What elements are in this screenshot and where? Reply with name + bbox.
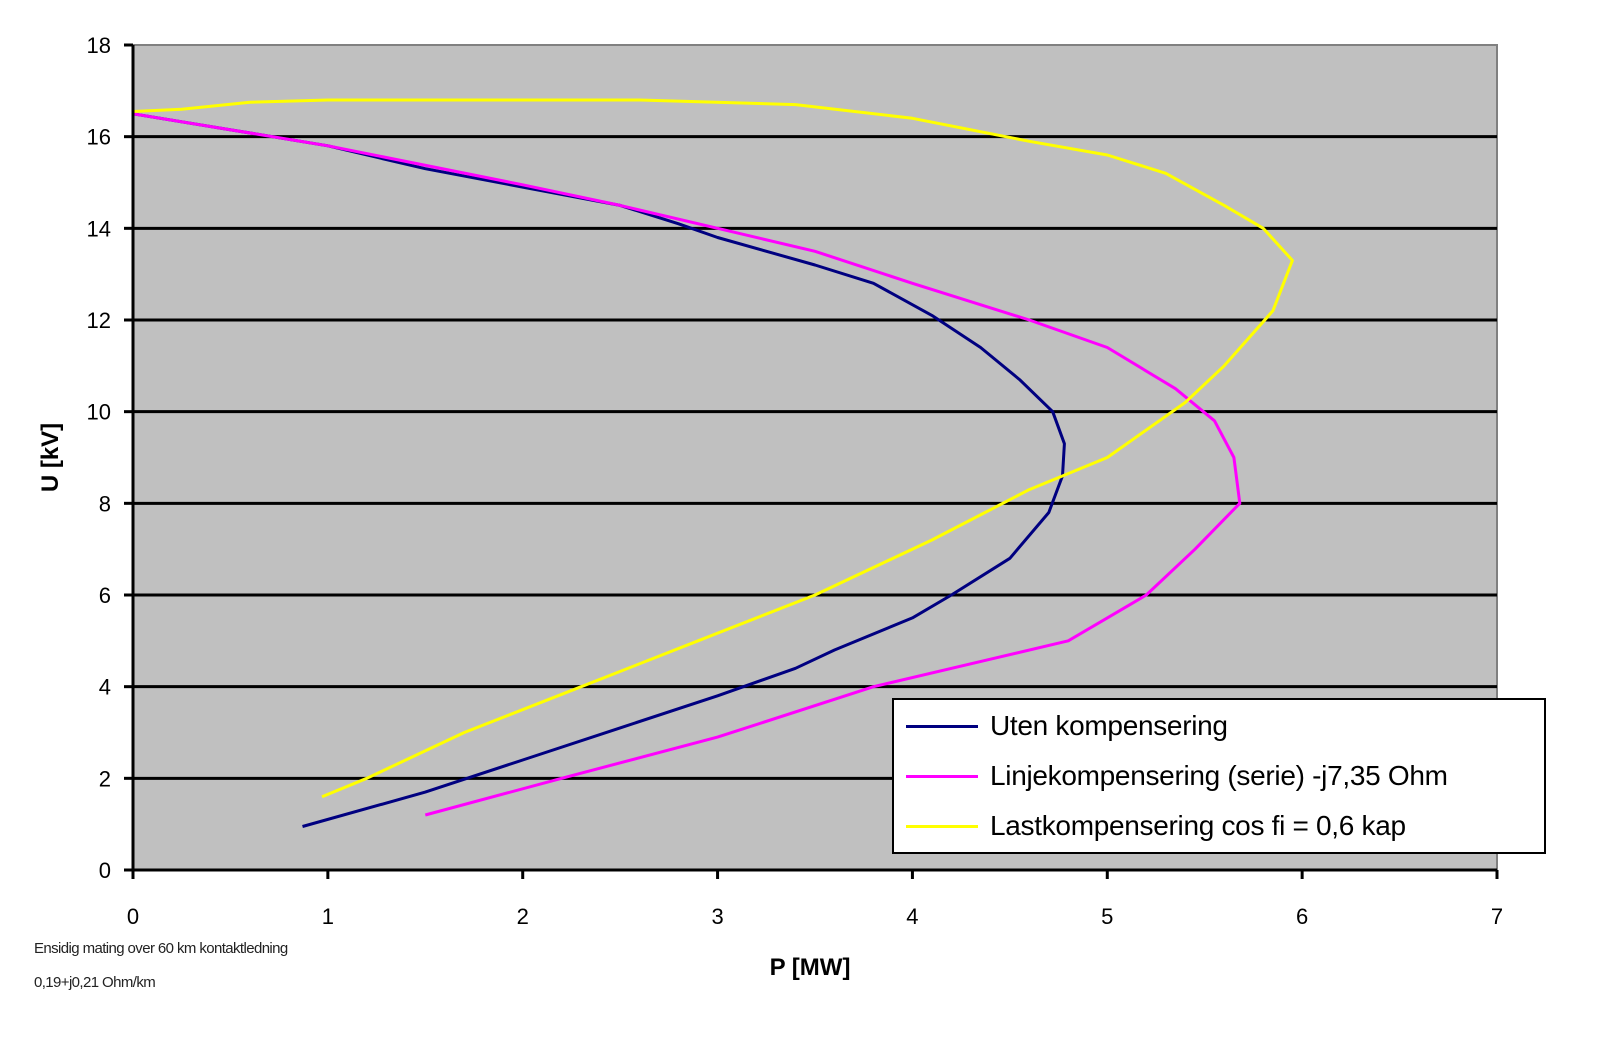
- x-tick-label: 5: [1101, 904, 1113, 929]
- x-tick-label: 1: [322, 904, 334, 929]
- series-line-2: [132, 98, 1294, 799]
- x-tick-label: 0: [127, 904, 139, 929]
- series-layer: [132, 98, 1294, 828]
- legend-swatch-linje: [906, 774, 978, 778]
- legend-item-uten: Uten kompensering: [906, 706, 1228, 746]
- legend-label: Lastkompensering cos fi = 0,6 kap: [990, 810, 1406, 841]
- y-tick-label: 18: [87, 33, 111, 58]
- x-tick-label: 2: [517, 904, 529, 929]
- legend-swatch-uten: [906, 724, 978, 728]
- y-tick-label: 16: [87, 125, 111, 150]
- footnote-impedance: 0,19+j0,21 Ohm/km: [34, 974, 156, 991]
- x-tick-label: 6: [1296, 904, 1308, 929]
- y-tick-label: 4: [99, 675, 111, 700]
- legend-item-linje: Linjekompensering (serie) -j7,35 Ohm: [906, 756, 1448, 796]
- y-tick-label: 14: [87, 216, 111, 241]
- x-tick-label: 4: [906, 904, 918, 929]
- x-tick-label: 7: [1491, 904, 1503, 929]
- y-axis-title: U [kV]: [37, 423, 64, 492]
- x-tick-label: 3: [711, 904, 723, 929]
- x-axis-title: P [MW]: [770, 954, 851, 981]
- legend-label: Linjekompensering (serie) -j7,35 Ohm: [990, 760, 1448, 791]
- legend: Uten kompensering Linjekompensering (ser…: [892, 698, 1546, 854]
- y-tick-label: 10: [87, 400, 111, 425]
- legend-swatch-last: [906, 824, 978, 828]
- y-tick-labels: 0 2 4 6 8 10 12 14 16 18: [87, 33, 111, 883]
- series-line-1: [132, 112, 1242, 817]
- axes: [124, 43, 1499, 879]
- footnote-feeding: Ensidig mating over 60 km kontaktledning: [34, 940, 288, 957]
- y-tick-label: 2: [99, 766, 111, 791]
- y-tick-label: 8: [99, 491, 111, 516]
- y-tick-label: 0: [99, 858, 111, 883]
- legend-label: Uten kompensering: [990, 710, 1228, 741]
- legend-item-last: Lastkompensering cos fi = 0,6 kap: [906, 806, 1406, 846]
- y-tick-label: 6: [99, 583, 111, 608]
- x-tick-labels: 0 1 2 3 4 5 6 7: [127, 904, 1503, 929]
- y-tick-label: 12: [87, 308, 111, 333]
